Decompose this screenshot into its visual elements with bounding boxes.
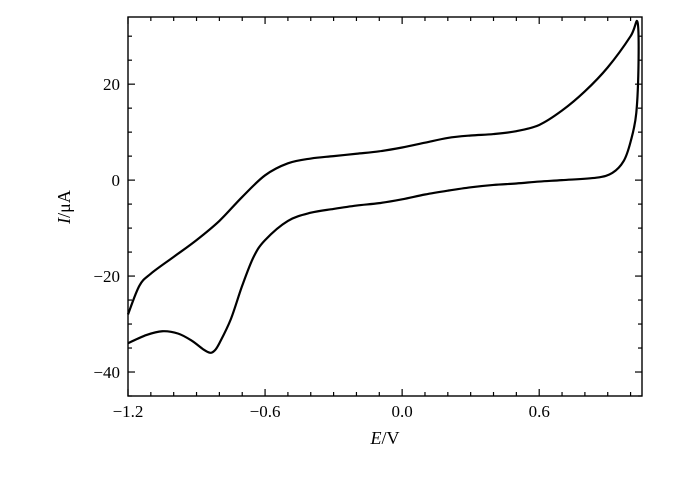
y-axis-label: I/μA bbox=[54, 190, 74, 225]
y-tick-label: 0 bbox=[112, 171, 121, 190]
x-tick-label: 0.0 bbox=[392, 402, 413, 421]
x-tick-label: −1.2 bbox=[113, 402, 144, 421]
y-tick-label: −20 bbox=[93, 267, 120, 286]
x-tick-label: 0.6 bbox=[529, 402, 550, 421]
ticks-group bbox=[127, 17, 642, 397]
plot-frame bbox=[127, 16, 643, 397]
x-axis-label: E/V bbox=[369, 428, 399, 448]
x-tick-label: −0.6 bbox=[250, 402, 281, 421]
y-tick-label: −40 bbox=[93, 363, 120, 382]
series-line bbox=[126, 19, 640, 354]
tick-labels-group: −1.2 −0.6 0.0 0.6 −40 −20 0 20 bbox=[93, 75, 549, 421]
y-tick-label: 20 bbox=[103, 75, 120, 94]
